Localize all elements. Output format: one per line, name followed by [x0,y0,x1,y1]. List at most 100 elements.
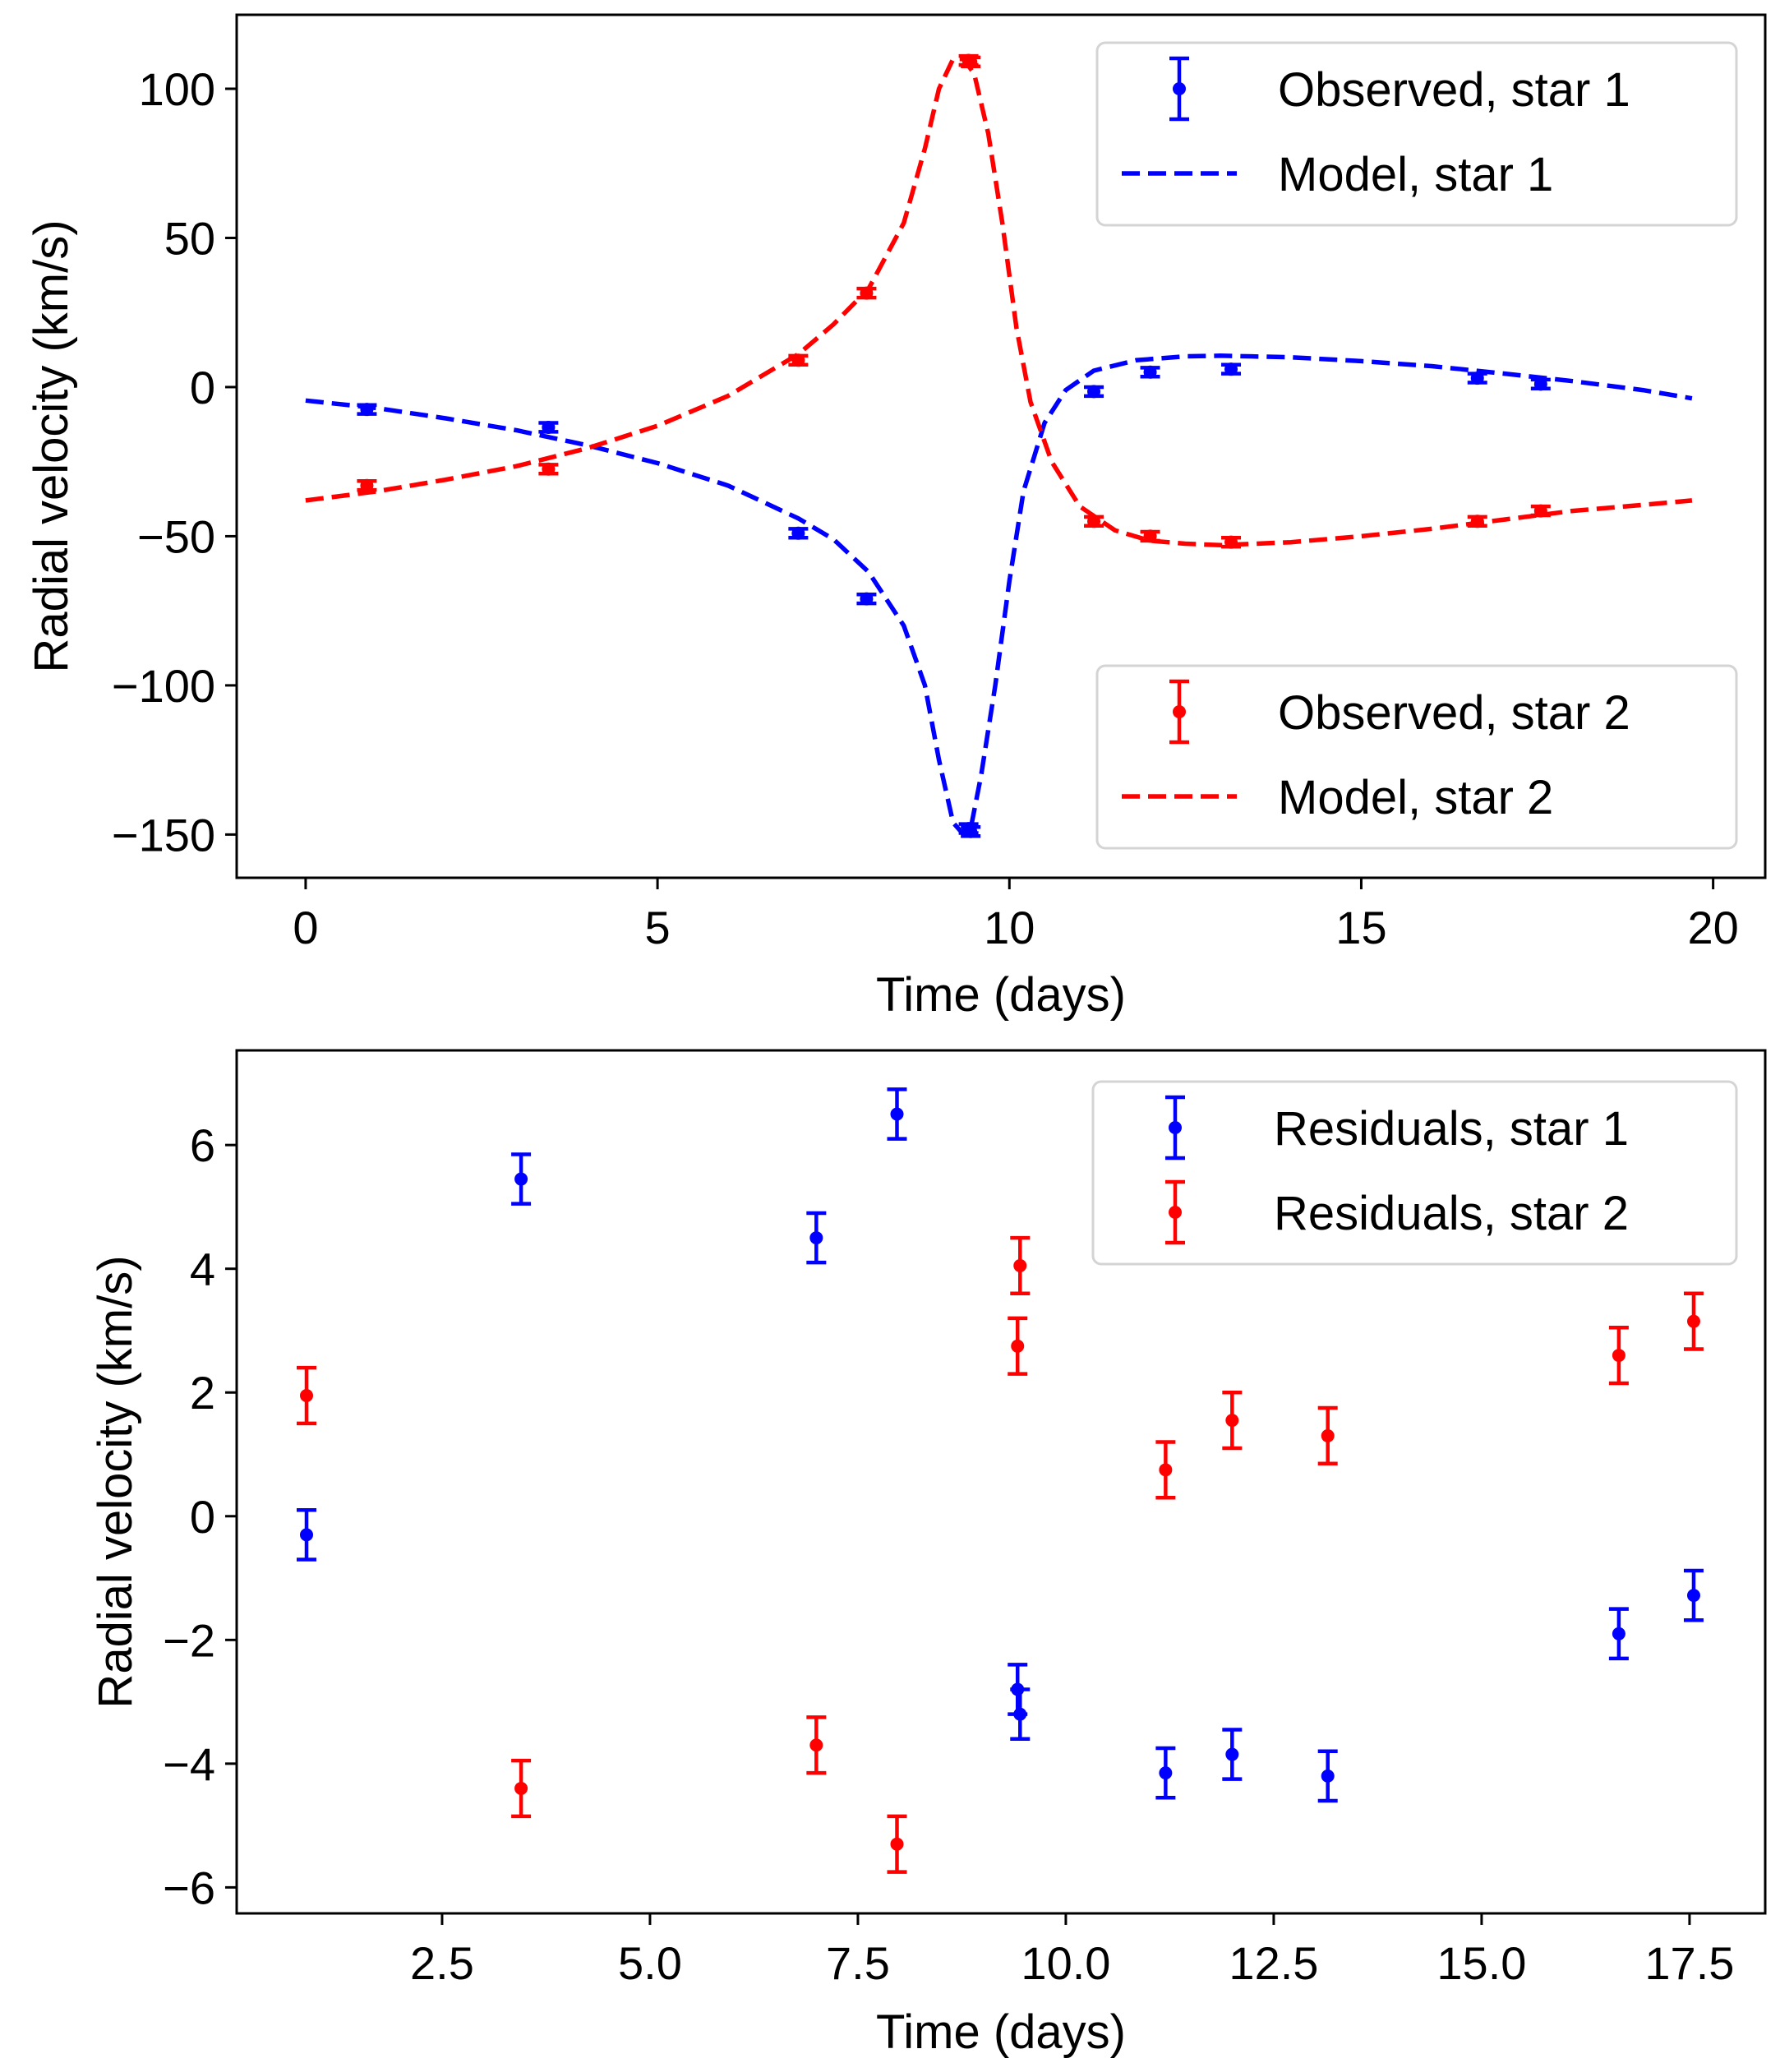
y-axis-label: Radial velocity (km/s) [25,219,78,672]
y-axis-ticks: −150 −100 −50 0 50 100 [112,63,237,861]
y-tick-label: −2 [163,1614,215,1666]
legend-label: Residuals, star 2 [1274,1187,1629,1240]
data-marker [809,1738,823,1752]
data-marker [1087,515,1101,528]
data-point [1317,1749,1338,1803]
legend-box [1091,1080,1738,1266]
data-marker [1533,377,1547,391]
data-marker [890,1837,904,1851]
legend-marker-icon [1173,82,1186,95]
data-point [887,1087,907,1141]
data-marker [514,1781,528,1795]
y-tick-label: −6 [163,1862,215,1913]
data-point [297,1365,317,1426]
axes-frame [235,1049,1767,1915]
y-tick-label: 50 [164,212,215,264]
data-marker [1159,1463,1173,1477]
x-axis-label: Time (days) [876,968,1126,1022]
y-tick-label: 0 [190,362,215,413]
y-axis-label: Radial velocity (km/s) [89,1255,142,1708]
y-tick-label: −50 [137,510,215,562]
errorbar-series-residuals-star-2 [297,1235,1704,1874]
y-tick-label: 100 [139,63,215,115]
legend-box [1095,664,1738,850]
data-point [538,462,559,476]
data-marker [1470,371,1484,385]
data-marker [542,420,556,434]
legend-marker-icon [1169,1121,1182,1134]
legend-label: Residuals, star 1 [1274,1102,1629,1156]
x-axis-ticks: 0 5 10 15 20 [293,878,1739,953]
data-point [887,1814,907,1874]
data-marker [300,1528,314,1542]
data-point [511,1152,532,1206]
axes-frame [235,13,1767,879]
data-marker [890,1107,904,1121]
data-marker [1159,1766,1173,1780]
legend-label: Model, star 2 [1278,771,1553,824]
data-point [1222,1390,1243,1451]
legend: Observed, star 1 Model, star 1 [1095,41,1738,227]
data-marker [1612,1627,1626,1641]
data-marker [514,1172,528,1186]
data-marker [1321,1428,1335,1442]
data-marker [1686,1589,1700,1603]
data-point [1140,365,1160,379]
data-point [1683,1291,1704,1351]
x-tick-label: 10.0 [1021,1937,1110,1989]
data-point [1155,1746,1176,1800]
x-tick-label: 20 [1687,902,1738,953]
x-tick-label: 15.0 [1436,1937,1526,1989]
data-marker [1011,1339,1025,1353]
data-point [1317,1405,1338,1466]
legend-entry: Residuals, star 1 [1165,1095,1629,1161]
legend-entry: Model, star 2 [1122,771,1553,824]
y-axis-ticks: −6 −4 −2 0 2 4 6 [163,1119,237,1913]
data-marker [964,824,978,838]
legend-entry: Residuals, star 2 [1165,1179,1629,1245]
data-point [538,420,559,434]
data-marker [1533,504,1547,518]
y-tick-label: 4 [190,1244,215,1295]
x-tick-label: 5.0 [618,1937,682,1989]
x-tick-label: 2.5 [410,1937,474,1989]
data-marker [860,592,874,606]
legends: Residuals, star 1 Residuals, star 2 [1091,1080,1738,1266]
data-point [806,1211,827,1265]
data-point [788,526,809,540]
model-line-model-star-2 [305,56,1693,548]
data-marker [1013,1258,1027,1272]
data-marker [1225,1747,1239,1761]
radial-velocity-panel: 0 5 10 15 20 −150 −100 −50 0 50 100 Time (days) R… [25,13,1767,1022]
data-marker [1321,1769,1335,1783]
data-point [1608,1607,1629,1661]
legend-box [1095,41,1738,227]
plot-marks [305,53,1693,838]
x-tick-label: 17.5 [1644,1937,1734,1989]
data-point [1155,1440,1176,1500]
y-tick-label: −100 [112,660,215,712]
x-tick-label: 0 [293,902,318,953]
data-point [1683,1568,1704,1622]
legend-entry: Observed, star 2 [1169,679,1630,745]
data-marker [1686,1314,1700,1328]
data-marker [1612,1349,1626,1363]
x-tick-label: 10 [984,902,1035,953]
data-point [1010,1687,1031,1741]
data-point [961,824,981,838]
legend-entry: Model, star 1 [1122,148,1553,201]
data-marker [1013,1707,1027,1721]
legend-entry: Observed, star 1 [1169,56,1630,122]
data-marker [809,1231,823,1245]
data-marker [360,478,374,492]
legend-label: Observed, star 2 [1278,686,1630,740]
plot-marks [297,1087,1704,1874]
x-tick-label: 15 [1335,902,1386,953]
data-marker [1225,1414,1239,1428]
data-point [1084,385,1104,399]
y-tick-label: 6 [190,1119,215,1171]
data-point [1221,362,1242,376]
